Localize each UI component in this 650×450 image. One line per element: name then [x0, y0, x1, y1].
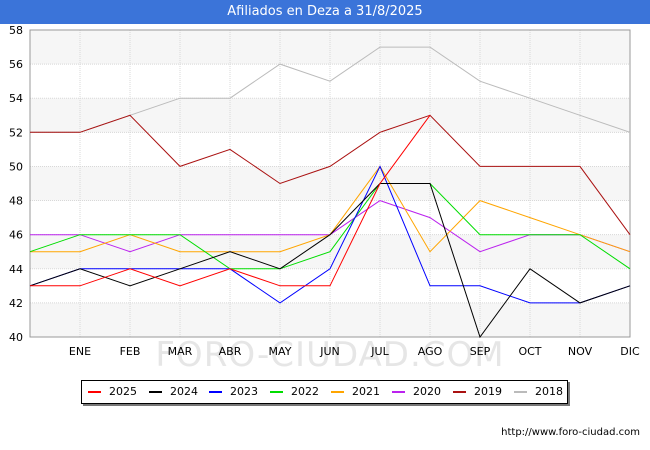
y-tick-label: 52: [9, 126, 23, 139]
legend-label: 2022: [291, 385, 319, 398]
legend-swatch: [149, 391, 162, 393]
x-axis: ENE FEB MAR ABR MAY JUN JUL AGO SEP OCT NOV DIC: [69, 345, 640, 358]
x-tick-label: ENE: [69, 345, 91, 358]
y-tick-label: 50: [9, 160, 23, 173]
x-tick-label: JUN: [319, 345, 340, 358]
legend-swatch: [209, 391, 222, 393]
legend-label: 2025: [109, 385, 137, 398]
legend-label: 2018: [535, 385, 563, 398]
legend-swatch: [270, 391, 283, 393]
legend-label: 2021: [352, 385, 380, 398]
x-tick-label: JUL: [370, 345, 389, 358]
x-tick-label: MAR: [168, 345, 193, 358]
chart-title: Afiliados en Deza a 31/8/2025: [227, 4, 423, 19]
title-bar: Afiliados en Deza a 31/8/2025: [0, 0, 650, 24]
series-line-2024: [29, 183, 631, 339]
x-tick-label: AGO: [418, 345, 443, 358]
watermark: FORO-CIUDAD.COM: [155, 335, 504, 375]
legend-swatch: [88, 391, 101, 393]
x-tick-label: ABR: [219, 345, 242, 358]
legend: 2025 2024 2023 2022 2021 2020 2019 2018: [81, 380, 568, 404]
legend-label: 2024: [170, 385, 198, 398]
legend-label: 2020: [413, 385, 441, 398]
legend-label: 2019: [474, 385, 502, 398]
legend-swatch: [331, 391, 344, 393]
series-lines: [29, 46, 631, 339]
x-tick-label: NOV: [568, 345, 593, 358]
y-axis: 40 42 44 46 48 50 52 54 56 58: [9, 24, 23, 344]
x-tick-label: OCT: [518, 345, 541, 358]
series-line-2022: [29, 183, 631, 270]
legend-swatch: [392, 391, 405, 393]
x-tick-label: SEP: [470, 345, 491, 358]
plot-band: [30, 166, 630, 201]
x-tick-label: FEB: [120, 345, 141, 358]
y-tick-label: 58: [9, 24, 23, 37]
footer-url: http://www.foro-ciudad.com: [501, 427, 640, 438]
legend-label: 2023: [230, 385, 258, 398]
series-line-2019: [30, 114, 631, 235]
y-tick-label: 48: [9, 195, 23, 208]
y-tick-label: 40: [9, 331, 23, 344]
plot-band: [30, 98, 630, 133]
series-line-2025: [30, 115, 431, 287]
y-tick-label: 56: [9, 58, 23, 71]
plot-border: [29, 29, 631, 338]
legend-swatch: [514, 391, 527, 393]
y-tick-label: 54: [9, 92, 23, 105]
y-tick-label: 46: [9, 229, 23, 242]
y-tick-label: 44: [9, 263, 23, 276]
y-tick-label: 42: [9, 297, 23, 310]
legend-swatch: [453, 391, 466, 393]
x-tick-label: MAY: [269, 345, 292, 358]
x-tick-label: DIC: [620, 345, 640, 358]
